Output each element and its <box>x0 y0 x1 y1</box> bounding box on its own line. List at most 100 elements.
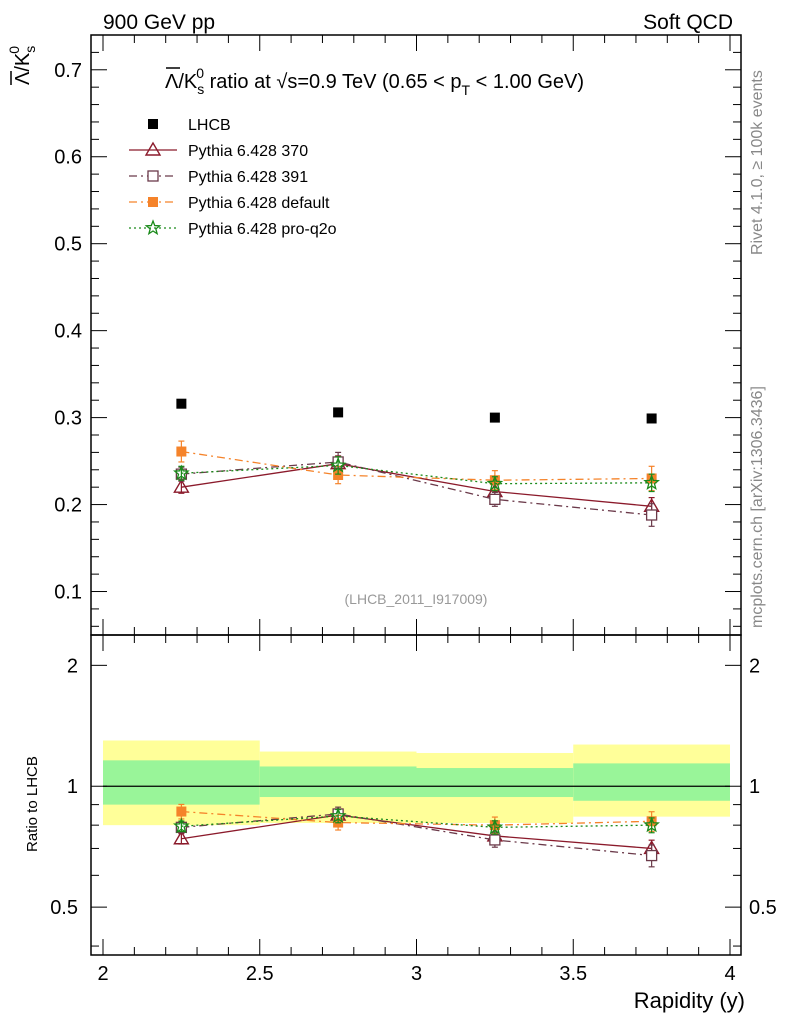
main-series <box>173 398 660 527</box>
ratio-frame: 2 2.5 3 3.5 4 0.5 0.5 1 1 2 2 <box>50 634 777 985</box>
series-line <box>181 814 652 850</box>
ylabel-sub: s <box>22 46 38 53</box>
title-k-sup: 0 <box>196 65 204 81</box>
main-point <box>333 407 344 418</box>
ratio-series <box>173 803 660 868</box>
green-band <box>103 760 260 805</box>
title-sqrt: √ <box>276 71 287 93</box>
y-tick-label: 0.2 <box>54 495 82 517</box>
series-line <box>181 450 652 481</box>
y-tick-label: 0.7 <box>54 60 82 82</box>
series-4 <box>173 456 660 493</box>
main-point <box>486 474 504 491</box>
ratio-point <box>645 849 658 862</box>
series-line <box>181 815 652 829</box>
main-frame: 0.1 0.2 0.3 0.4 0.5 0.6 0.7 <box>54 34 742 636</box>
x-axis-label: Rapidity (y) <box>634 988 745 1013</box>
analysis-annotation: (LHCB_2011_I917009) <box>345 591 488 607</box>
y-tick-label: 0.1 <box>54 582 82 604</box>
ratio-point <box>173 830 190 845</box>
main-ylabel: Λ/Ks0 <box>6 46 38 85</box>
series-line <box>181 461 652 516</box>
mcplots-label: mcplots.cern.ch [arXiv:1306.3436] <box>749 386 766 628</box>
y-tick-label: 0.6 <box>54 147 82 169</box>
ratio-bands <box>103 740 730 826</box>
series-0 <box>176 398 657 424</box>
series-line <box>181 810 652 826</box>
main-point <box>643 474 660 490</box>
main-point <box>645 509 658 521</box>
legend-item: LHCB <box>148 117 231 134</box>
legend-label: Pythia 6.428 default <box>188 195 330 212</box>
header-left: 900 GeV pp <box>103 11 215 34</box>
main-point <box>173 464 190 481</box>
series-1 <box>173 455 660 516</box>
series-3 <box>176 440 657 492</box>
main-point <box>489 412 500 423</box>
x-tick-label: 3 <box>411 963 422 985</box>
legend-marker <box>147 170 159 182</box>
x-tick-label: 2.5 <box>246 963 274 985</box>
title-k: /K <box>178 71 198 93</box>
main-point <box>333 470 344 480</box>
title-ratio: ratio at <box>204 71 276 93</box>
legend-item: Pythia 6.428 default <box>129 195 330 212</box>
title-energy: =0.9 TeV (0.65 < p <box>297 71 461 93</box>
ylabel-lambda: Λ <box>12 71 34 85</box>
green-band <box>259 766 417 798</box>
legend-label: LHCB <box>188 117 231 134</box>
y-tick-label: 0.5 <box>54 234 82 256</box>
y-tick-label: 0.3 <box>54 408 82 430</box>
ratio-point <box>173 817 190 834</box>
ratio-point <box>176 806 187 817</box>
x-tick-label: 4 <box>724 963 735 985</box>
x-tick-label: 2 <box>97 963 108 985</box>
ratio-ylabel: Ratio to LHCB <box>24 756 41 852</box>
legend-item: Pythia 6.428 370 <box>129 141 308 160</box>
green-band <box>573 763 730 801</box>
ratio-y-tick-label-right: 2 <box>749 655 760 677</box>
series-3 <box>173 807 660 835</box>
series-line <box>181 464 652 485</box>
ratio-y-tick-label-right: 1 <box>749 776 760 798</box>
green-band <box>416 768 574 798</box>
legend-marker <box>144 141 162 156</box>
title-k-sub: s <box>197 81 204 97</box>
legend-marker <box>148 197 158 207</box>
y-tick-label: 0.4 <box>54 321 82 343</box>
ratio-y-tick-label: 2 <box>67 655 78 677</box>
main-point <box>176 398 187 409</box>
legend-marker <box>144 219 162 236</box>
main-point <box>489 493 501 505</box>
ratio-point <box>489 834 501 846</box>
ylabel-sup: 0 <box>6 46 22 54</box>
ratio-point <box>329 807 347 824</box>
main-point <box>173 478 190 493</box>
ratio-y-tick-label: 1 <box>67 776 78 798</box>
main-point <box>329 456 347 473</box>
rivet-label: Rivet 4.1.0, ≥ 100k events <box>749 70 766 255</box>
series-2 <box>175 451 658 527</box>
title-s: s <box>287 71 297 93</box>
ratio-point <box>486 818 504 835</box>
series-line <box>181 813 652 857</box>
header-right: Soft QCD <box>643 11 733 34</box>
main-title: Λ/Ks0 ratio at √s=0.9 TeV (0.65 < pT < 1… <box>165 65 584 98</box>
legend-label: Pythia 6.428 370 <box>188 143 308 160</box>
legend-marker <box>148 119 158 129</box>
legend-label: Pythia 6.428 pro-q2o <box>188 221 337 238</box>
ratio-y-tick-label: 0.5 <box>50 897 78 919</box>
legend-label: Pythia 6.428 391 <box>188 169 308 186</box>
ylabel-k: /K <box>12 52 34 72</box>
main-point <box>176 446 187 457</box>
legend-item: Pythia 6.428 pro-q2o <box>129 219 337 238</box>
ratio-point <box>643 816 660 833</box>
title-lambda: Λ <box>165 71 179 93</box>
legend-item: Pythia 6.428 391 <box>129 169 308 186</box>
x-tick-label: 3.5 <box>559 963 587 985</box>
legend: LHCB Pythia 6.428 370 Pythia 6.428 391 Pyth… <box>129 117 337 238</box>
main-point <box>646 413 657 424</box>
title-range-end: < 1.00 GeV) <box>470 71 584 93</box>
title-pt-sub: T <box>462 82 471 98</box>
